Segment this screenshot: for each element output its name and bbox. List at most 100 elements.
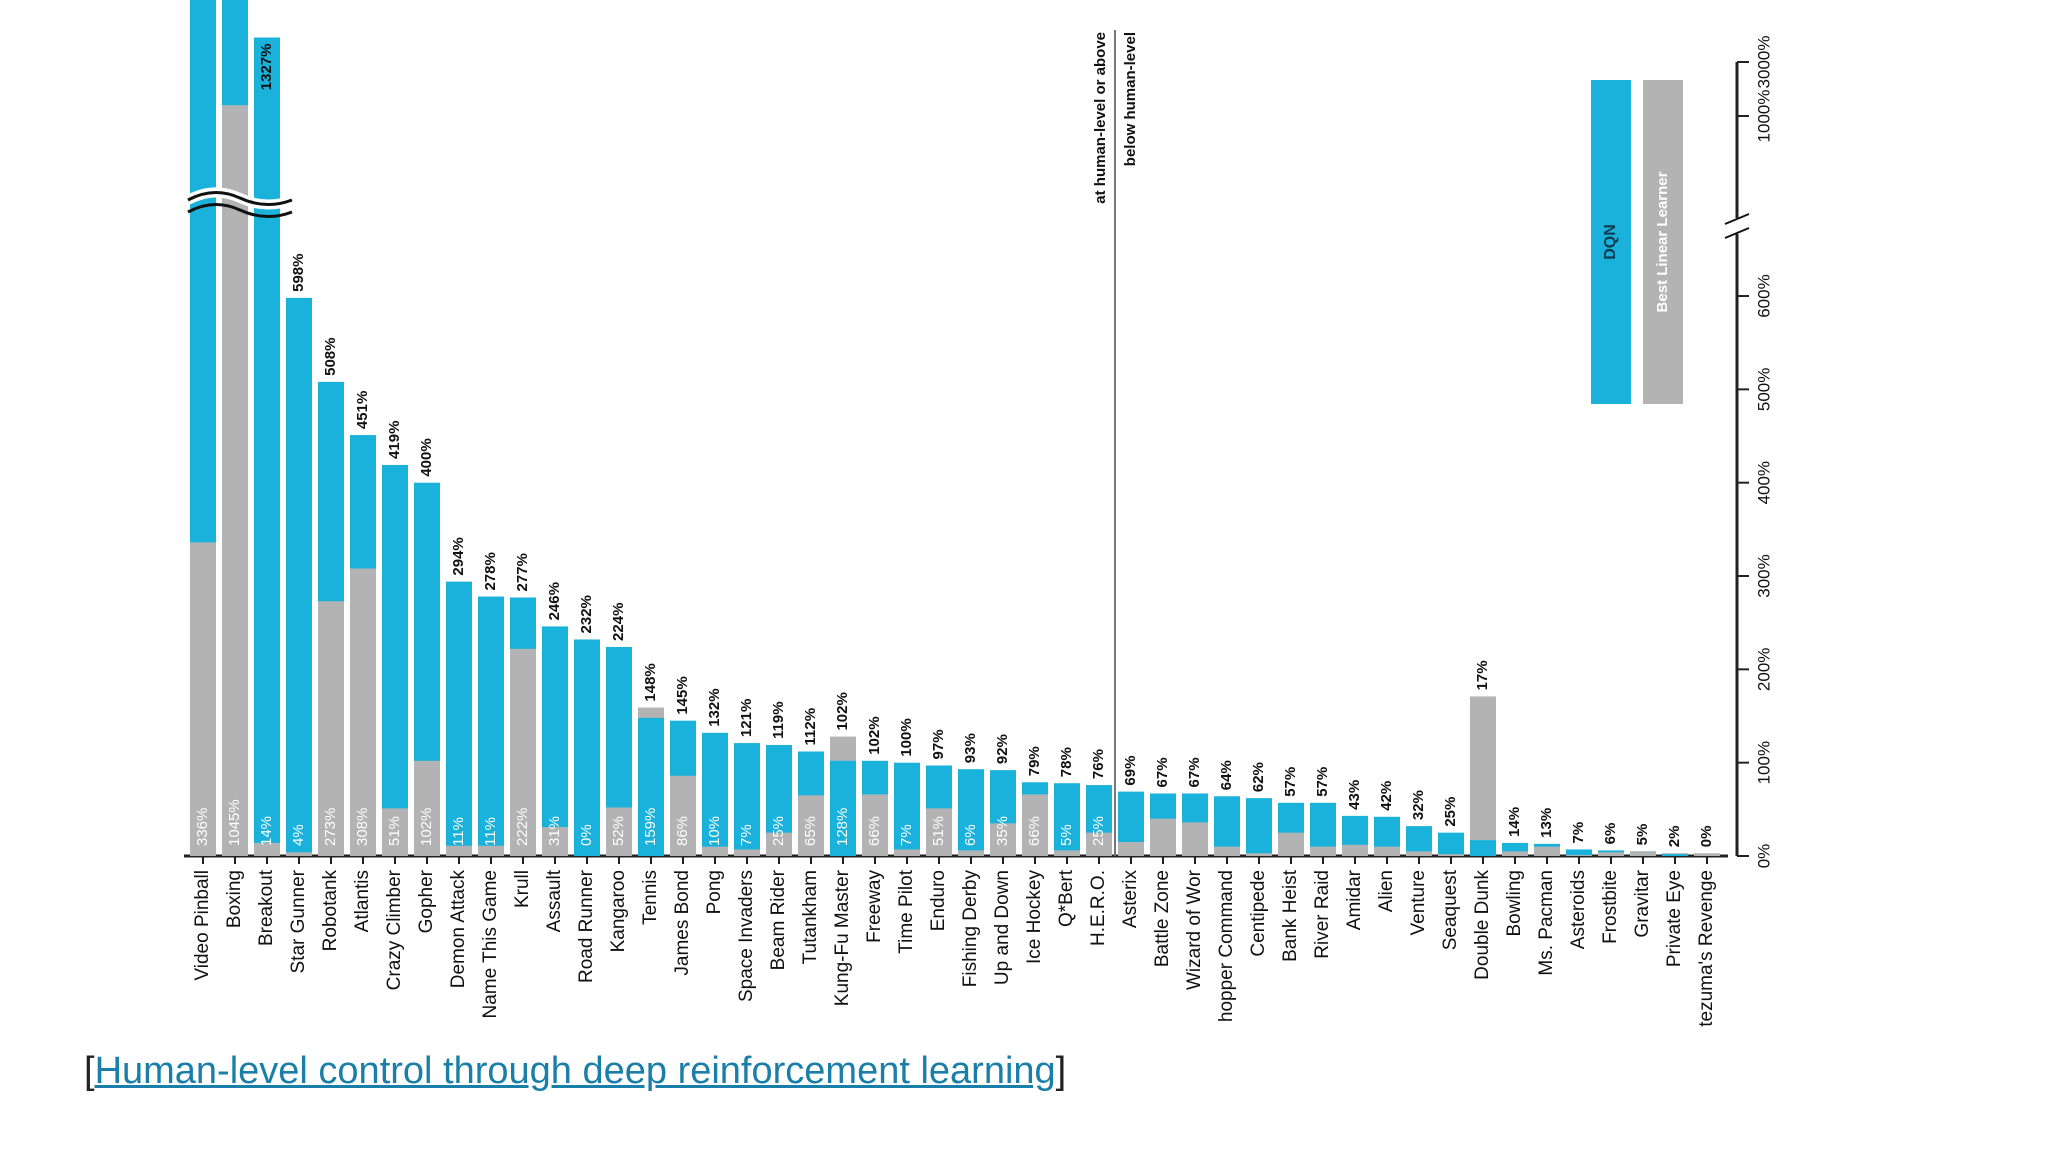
category-label: Kangaroo	[608, 870, 629, 952]
category-label: Beam Rider	[768, 869, 789, 970]
dqn-value-label: 102%	[834, 692, 851, 730]
dqn-bar	[702, 732, 728, 856]
dqn-value-label: 93%	[962, 733, 979, 763]
y-axis-break-mark	[1724, 213, 1750, 225]
linear-bar	[1406, 851, 1432, 856]
linear-bar	[1534, 846, 1560, 856]
category-label: Space Invaders	[736, 870, 757, 1002]
linear-bar	[1022, 794, 1048, 856]
linear-bar	[414, 760, 440, 856]
linear-value-label: 0%	[578, 824, 595, 846]
dqn-bar	[1406, 826, 1432, 856]
linear-value-label: 35%	[994, 816, 1011, 846]
linear-bar	[1278, 832, 1304, 856]
dqn-bar	[1246, 798, 1272, 856]
linear-bar	[862, 794, 888, 856]
dqn-value-label: 277%	[514, 553, 531, 591]
caption-close-bracket: ]	[1055, 1050, 1067, 1092]
paper-link[interactable]: Human-level control through deep reinfor…	[94, 1050, 1056, 1092]
dqn-value-label: 145%	[674, 676, 691, 714]
dqn-value-label: 224%	[610, 603, 627, 641]
linear-value-label: 65%	[802, 816, 819, 846]
linear-bar	[1054, 850, 1080, 856]
linear-value-label: 6%	[962, 824, 979, 846]
dqn-bar	[638, 717, 664, 856]
dqn-bar	[1214, 796, 1240, 856]
category-label: Video Pinball	[192, 870, 213, 981]
category-label: Star Gunner	[288, 869, 309, 973]
linear-bar	[1598, 852, 1624, 856]
linear-value-label: 10%	[706, 816, 723, 846]
linear-bar	[1630, 851, 1656, 856]
linear-value-label: 25%	[770, 816, 787, 846]
category-label: Asterix	[1120, 870, 1141, 929]
category-label: Wizard of Wor	[1184, 869, 1205, 990]
category-label: Frostbite	[1600, 870, 1621, 944]
linear-value-label: 273%	[322, 808, 339, 846]
y-tick-label: 1000%	[1754, 90, 1773, 143]
linear-bar	[318, 601, 344, 856]
dqn-bar	[1662, 854, 1688, 856]
linear-value-label: 7%	[898, 824, 915, 846]
y-tick-label: 200%	[1754, 648, 1773, 691]
dqn-value-label: 0%	[1698, 826, 1715, 848]
dqn-value-label: 1327%	[258, 44, 275, 91]
category-label: Tennis	[640, 870, 661, 925]
category-label: Centipede	[1248, 870, 1269, 957]
category-label: H.E.R.O.	[1088, 870, 1109, 946]
category-label: Fishing Derby	[960, 870, 981, 988]
linear-bar	[1214, 846, 1240, 856]
linear-bar	[1694, 853, 1720, 856]
category-label: Tutankham	[800, 870, 821, 964]
category-label: Amidar	[1344, 869, 1365, 930]
linear-value-label: 5%	[1058, 824, 1075, 846]
dqn-value-label: 13%	[1538, 808, 1555, 838]
linear-bar	[702, 846, 728, 856]
legend-linear-swatch	[1643, 80, 1683, 404]
dqn-value-label: 64%	[1218, 760, 1235, 790]
linear-bar	[286, 852, 312, 856]
category-label: Up and Down	[992, 870, 1013, 985]
linear-bar	[222, 105, 248, 856]
axis-break-mark	[187, 203, 293, 218]
category-label: Road Runner	[576, 869, 597, 983]
category-label: Crazy Climber	[384, 869, 405, 990]
linear-value-label: 1045%	[226, 799, 243, 846]
category-label: Bank Heist	[1280, 869, 1301, 962]
linear-bar	[446, 845, 472, 856]
linear-bar	[254, 842, 280, 856]
category-label: Q*Bert	[1056, 869, 1077, 927]
linear-bar	[798, 795, 824, 856]
linear-value-label: 52%	[610, 816, 627, 846]
linear-value-label: 66%	[866, 816, 883, 846]
linear-bar	[990, 823, 1016, 856]
dqn-value-label: 598%	[290, 254, 307, 292]
category-label: Alien	[1376, 870, 1397, 912]
dqn-value-label: 294%	[450, 537, 467, 575]
y-tick-label: 3000%	[1754, 36, 1773, 89]
linear-value-label: 25%	[1090, 816, 1107, 846]
category-label: Ice Hockey	[1024, 870, 1045, 964]
dqn-value-label: 79%	[1026, 746, 1043, 776]
linear-value-label: 66%	[1026, 816, 1043, 846]
category-label: Bowling	[1504, 870, 1525, 937]
dqn-value-label: 78%	[1058, 747, 1075, 777]
dqn-value-label: 42%	[1378, 781, 1395, 811]
dqn-bar	[382, 464, 408, 856]
category-label: Krull	[512, 870, 533, 908]
linear-bar	[1246, 853, 1272, 856]
dqn-value-label: 121%	[738, 699, 755, 737]
category-label: Seaquest	[1440, 869, 1461, 950]
category-label: tezuma's Revenge	[1696, 870, 1717, 1027]
dqn-bar	[286, 297, 312, 856]
dqn-value-label: 92%	[994, 734, 1011, 764]
dqn-value-label: 32%	[1410, 790, 1427, 820]
linear-bar	[478, 845, 504, 856]
linear-bar	[1310, 846, 1336, 856]
linear-value-label: 14%	[258, 816, 275, 846]
category-label: Robotank	[320, 870, 341, 952]
dqn-bar	[734, 743, 760, 856]
y-tick-label: 400%	[1754, 461, 1773, 504]
category-label: hopper Command	[1216, 870, 1237, 1022]
